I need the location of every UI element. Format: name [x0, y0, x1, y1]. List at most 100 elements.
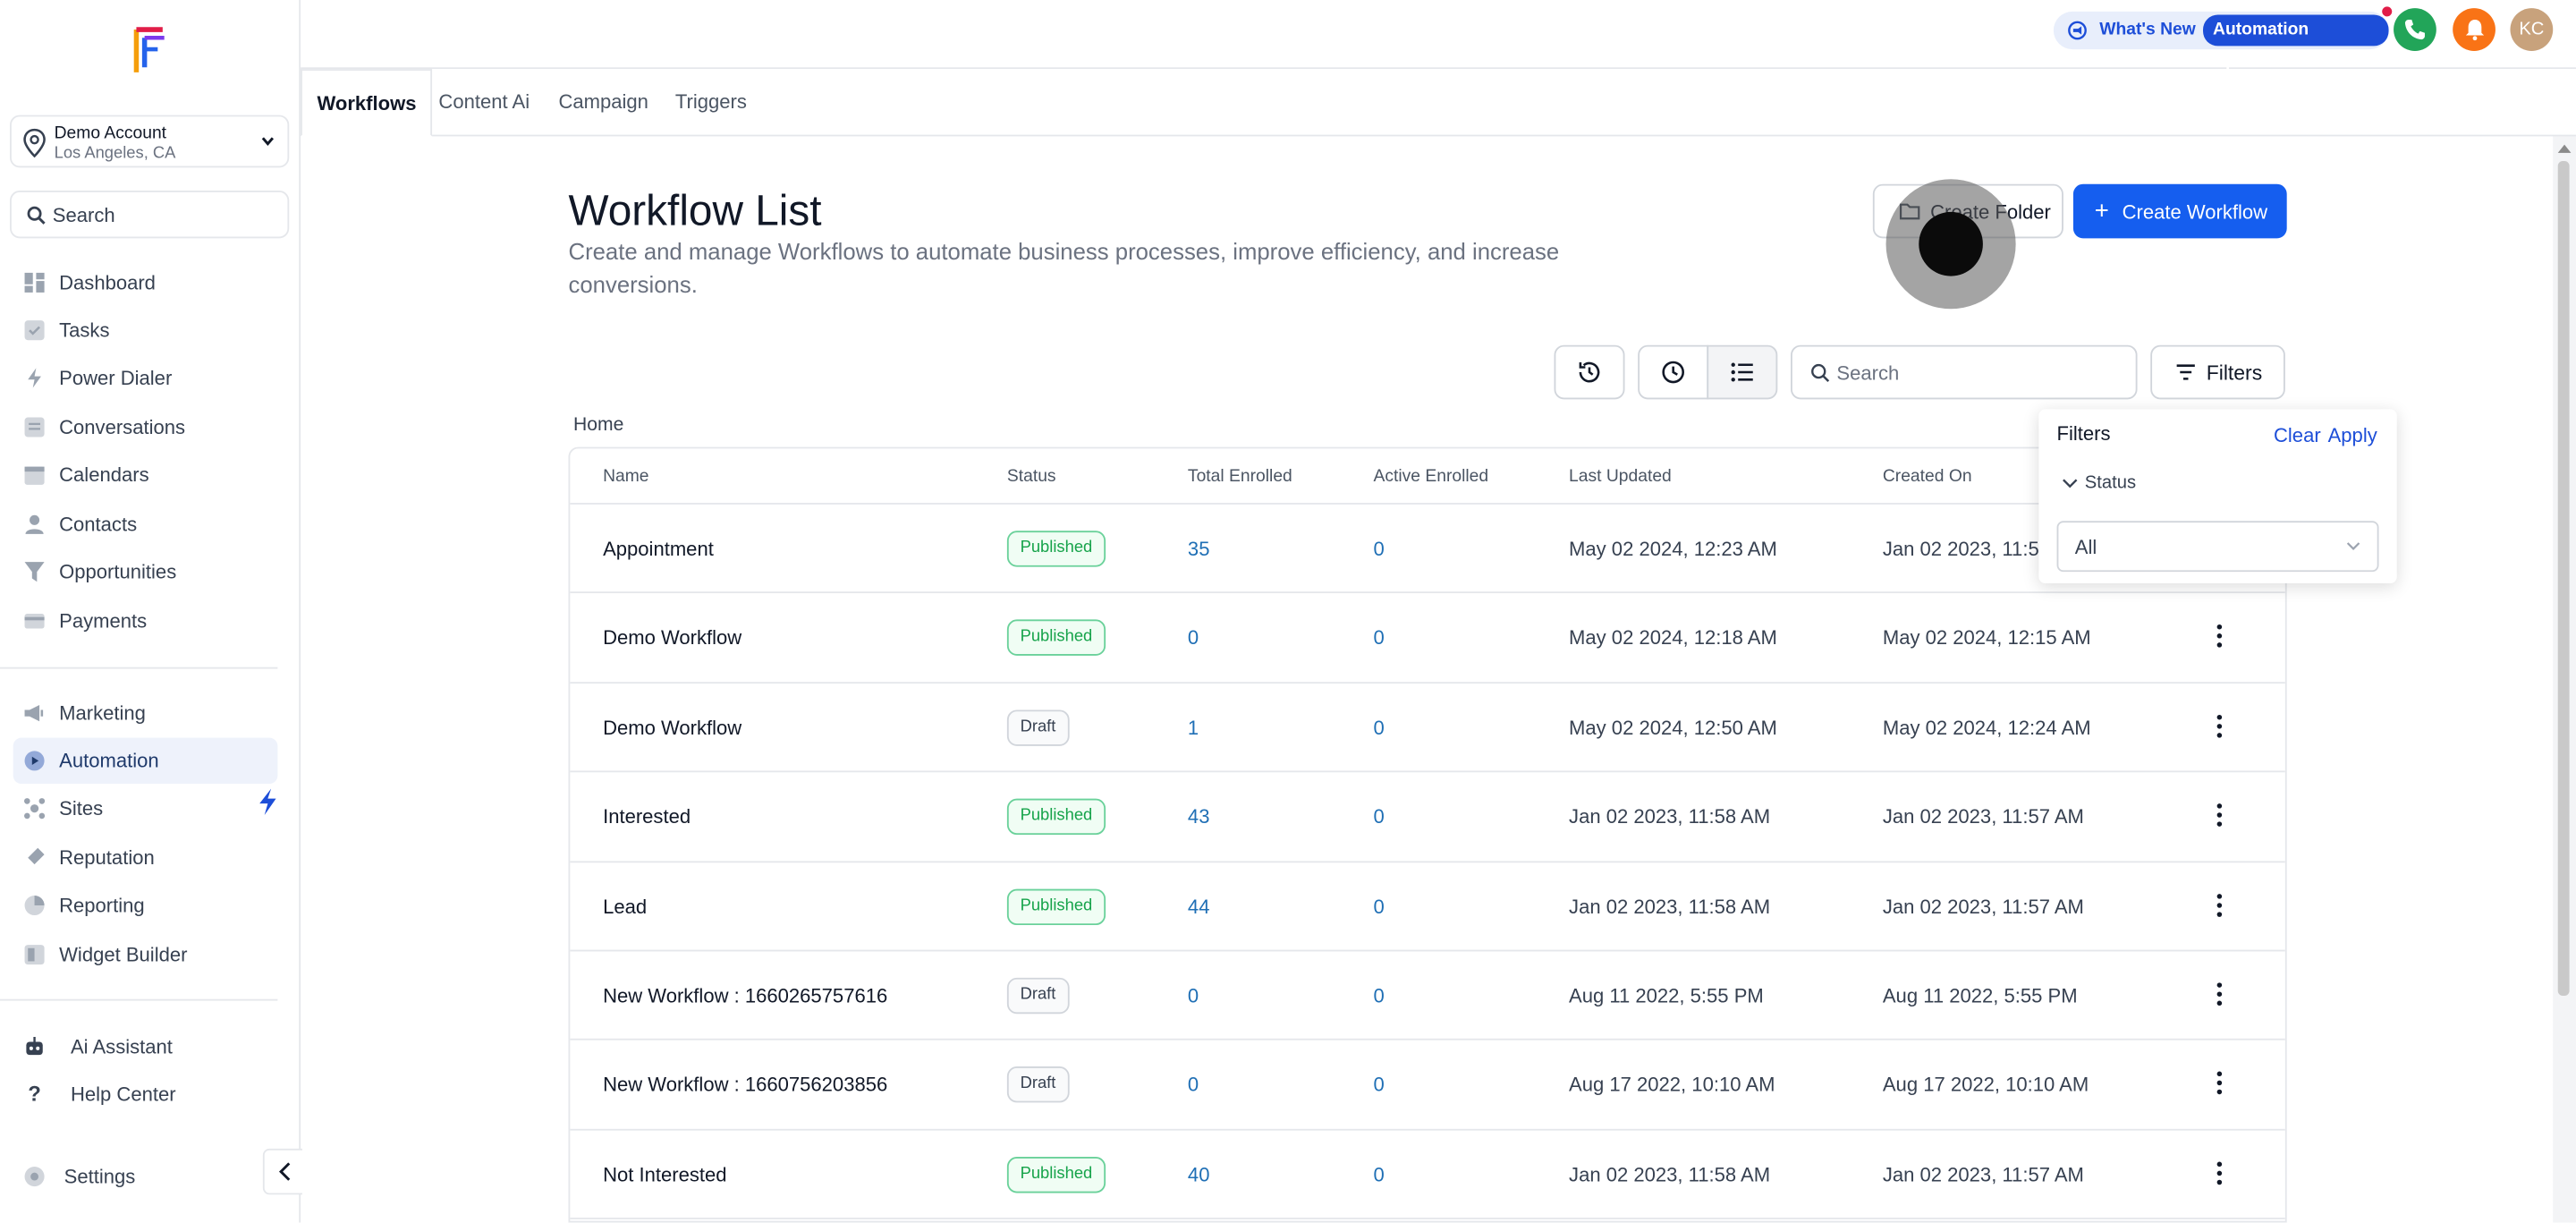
table-row[interactable]: Appointment Published 35 0 May 02 2024, …	[570, 505, 2285, 594]
workflow-name[interactable]: Demo Workflow	[603, 626, 742, 650]
workflow-name[interactable]: Not Interested	[603, 1163, 727, 1186]
active-enrolled[interactable]: 0	[1373, 805, 1385, 829]
active-enrolled[interactable]: 0	[1373, 1163, 1385, 1186]
active-enrolled[interactable]: 0	[1373, 1074, 1385, 1097]
column-header-total-enrolled[interactable]: Total Enrolled	[1187, 466, 1292, 487]
table-row[interactable]: Lead Published 44 0 Jan 02 2023, 11:58 A…	[570, 862, 2285, 952]
total-enrolled[interactable]: 44	[1187, 895, 1210, 918]
more-options-icon[interactable]	[2213, 1159, 2226, 1185]
chevron-down-icon[interactable]	[2062, 477, 2078, 490]
sidebar-item-contacts[interactable]: Contacts	[13, 501, 278, 547]
sidebar-item-tasks[interactable]: Tasks	[13, 307, 278, 352]
total-enrolled[interactable]: 0	[1187, 626, 1199, 650]
more-options-icon[interactable]	[2213, 803, 2226, 828]
total-enrolled[interactable]: 35	[1187, 537, 1210, 561]
scrollbar-thumb[interactable]	[2557, 160, 2570, 997]
column-header-name[interactable]: Name	[603, 466, 649, 487]
column-header-last-updated[interactable]: Last Updated	[1569, 466, 1672, 487]
sidebar-item-conversations[interactable]: Conversations	[13, 404, 278, 450]
status-filter-section[interactable]: Status	[2084, 472, 2137, 494]
account-switcher[interactable]: Demo Account Los Angeles, CA	[10, 115, 290, 168]
active-enrolled[interactable]: 0	[1373, 984, 1385, 1007]
create-workflow-button[interactable]: + Create Workflow	[2072, 183, 2287, 239]
table-row[interactable]: New Workflow : 1660756203856 Draft 0 0 A…	[570, 1040, 2285, 1131]
history-button[interactable]	[1554, 344, 1625, 400]
sidebar-item-payments[interactable]: Payments	[13, 599, 278, 644]
sidebar-item-ai-assistant[interactable]: Ai Assistant	[13, 1023, 278, 1069]
last-updated: May 02 2024, 12:50 AM	[1569, 716, 1777, 740]
account-name: Demo Account	[54, 123, 167, 143]
scroll-up-arrow-icon[interactable]	[2557, 144, 2572, 153]
sidebar-item-settings[interactable]: Settings	[13, 1153, 278, 1199]
apply-filters-button[interactable]: Apply	[2327, 423, 2377, 447]
sidebar-item-sites[interactable]: Sites	[13, 786, 278, 831]
workflow-name[interactable]: New Workflow : 1660756203856	[603, 1074, 888, 1097]
column-header-created-on[interactable]: Created On	[1882, 466, 1972, 487]
column-header-status[interactable]: Status	[1006, 466, 1056, 487]
sidebar-item-dashboard[interactable]: Dashboard	[13, 259, 278, 305]
phone-button[interactable]	[2394, 8, 2436, 51]
more-options-icon[interactable]	[2213, 624, 2226, 650]
total-enrolled[interactable]: 0	[1187, 984, 1199, 1007]
tab-campaign[interactable]: Campaign	[558, 90, 648, 114]
widget-builder-icon	[24, 945, 45, 965]
sidebar-item-automation[interactable]: Automation	[13, 737, 278, 785]
recent-view-button[interactable]	[1638, 344, 1709, 400]
tab-triggers[interactable]: Triggers	[674, 90, 747, 114]
filters-button[interactable]: Filters	[2150, 344, 2285, 400]
table-row[interactable]: Not Interested Published 40 0 Jan 02 202…	[570, 1130, 2285, 1220]
workflow-name[interactable]: Demo Workflow	[603, 716, 742, 740]
workflow-name[interactable]: Lead	[603, 895, 648, 918]
total-enrolled[interactable]: 43	[1187, 805, 1210, 829]
whats-new-pill[interactable]: What's New Automation Updates	[2053, 11, 2389, 71]
bell-icon	[2464, 20, 2484, 41]
sidebar-item-reputation[interactable]: Reputation	[13, 835, 278, 880]
breadcrumb[interactable]: Home	[573, 415, 624, 436]
automation-icon	[24, 751, 45, 771]
active-enrolled[interactable]: 0	[1373, 626, 1385, 650]
sidebar-item-widget-builder[interactable]: Widget Builder	[13, 931, 278, 977]
clear-filters-button[interactable]: Clear	[2273, 423, 2321, 447]
app-logo[interactable]	[131, 25, 167, 74]
active-enrolled[interactable]: 0	[1373, 895, 1385, 918]
notifications-button[interactable]	[2453, 8, 2496, 51]
sidebar-item-calendars[interactable]: Calendars	[13, 452, 278, 497]
workflow-name[interactable]: Interested	[603, 805, 691, 829]
column-header-active-enrolled[interactable]: Active Enrolled	[1373, 466, 1489, 487]
list-view-button[interactable]	[1707, 344, 1778, 400]
more-options-icon[interactable]	[2213, 1070, 2226, 1096]
vertical-scrollbar[interactable]	[2553, 136, 2576, 1223]
active-enrolled[interactable]: 0	[1373, 537, 1385, 561]
automation-updates-button[interactable]: Automation Updates	[2203, 14, 2389, 71]
workflow-name[interactable]: Appointment	[603, 537, 714, 561]
active-enrolled[interactable]: 0	[1373, 716, 1385, 740]
sidebar-item-reporting[interactable]: Reporting	[13, 882, 278, 928]
sidebar-item-marketing[interactable]: Marketing	[13, 690, 278, 735]
table-row[interactable]: Interested Published 43 0 Jan 02 2023, 1…	[570, 773, 2285, 862]
quick-action-bolt-icon[interactable]	[257, 787, 280, 817]
sidebar-item-help-center[interactable]: ? Help Center	[13, 1072, 278, 1117]
more-options-icon[interactable]	[2213, 981, 2226, 1007]
search-icon	[1811, 363, 1830, 383]
tab-workflows[interactable]: Workflows	[301, 69, 433, 137]
location-pin-icon	[23, 128, 46, 158]
total-enrolled[interactable]: 0	[1187, 1074, 1199, 1097]
status-select[interactable]: All	[2056, 521, 2379, 573]
sidebar-item-power-dialer[interactable]: Power Dialer	[13, 355, 278, 401]
workflow-name[interactable]: New Workflow : 1660265757616	[603, 984, 888, 1007]
table-row[interactable]: New Workflow : 1660265757616 Draft 0 0 A…	[570, 951, 2285, 1041]
total-enrolled[interactable]: 1	[1187, 716, 1199, 740]
table-row[interactable]: Demo Workflow Draft 1 0 May 02 2024, 12:…	[570, 684, 2285, 773]
user-avatar[interactable]: KC	[2510, 8, 2554, 51]
sidebar-search[interactable]: Search	[10, 191, 290, 239]
status-badge: Published	[1006, 1156, 1106, 1193]
more-options-icon[interactable]	[2213, 892, 2226, 918]
sidebar-item-opportunities[interactable]: Opportunities	[13, 548, 278, 594]
table-row[interactable]: Demo Workflow Published 0 0 May 02 2024,…	[570, 594, 2285, 684]
workflow-search-input[interactable]: Search	[1791, 344, 2138, 400]
top-tabs: Workflows Content Ai Campaign Triggers	[301, 69, 2576, 137]
more-options-icon[interactable]	[2213, 713, 2226, 739]
tab-content-ai[interactable]: Content Ai	[438, 90, 530, 114]
total-enrolled[interactable]: 40	[1187, 1163, 1210, 1186]
sidebar-item-label: Power Dialer	[59, 366, 173, 390]
